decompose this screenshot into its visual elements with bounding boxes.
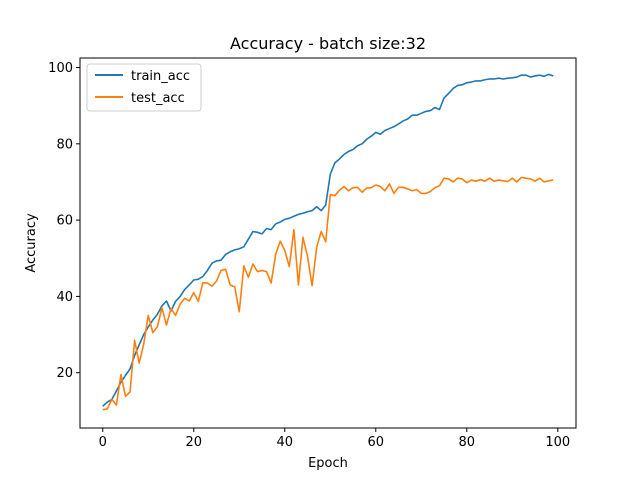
- y-tick-label: 80: [56, 137, 73, 152]
- series-line-test_acc: [102, 176, 554, 411]
- legend-label-test_acc: test_acc: [131, 91, 185, 106]
- x-tick-label: 80: [459, 435, 476, 450]
- chart-title: Accuracy - batch size:32: [230, 34, 426, 53]
- legend-label-train_acc: train_acc: [131, 69, 190, 84]
- x-tick-label: 20: [185, 435, 202, 450]
- legend: train_acc test_acc: [86, 63, 202, 112]
- x-tick-label: 60: [368, 435, 385, 450]
- y-tick-label: 20: [56, 366, 73, 381]
- plot-frame: [79, 57, 577, 429]
- x-tick-label: 100: [545, 435, 570, 450]
- x-tick-label: 40: [276, 435, 293, 450]
- y-tick-label: 40: [56, 290, 73, 305]
- y-tick-label: 60: [56, 214, 73, 229]
- y-tick-label: 100: [48, 61, 73, 76]
- x-axis-label: Epoch: [308, 456, 348, 471]
- x-tick-label: 0: [99, 435, 107, 450]
- y-axis-label: Accuracy: [24, 213, 39, 273]
- series-line-train_acc: [102, 73, 554, 407]
